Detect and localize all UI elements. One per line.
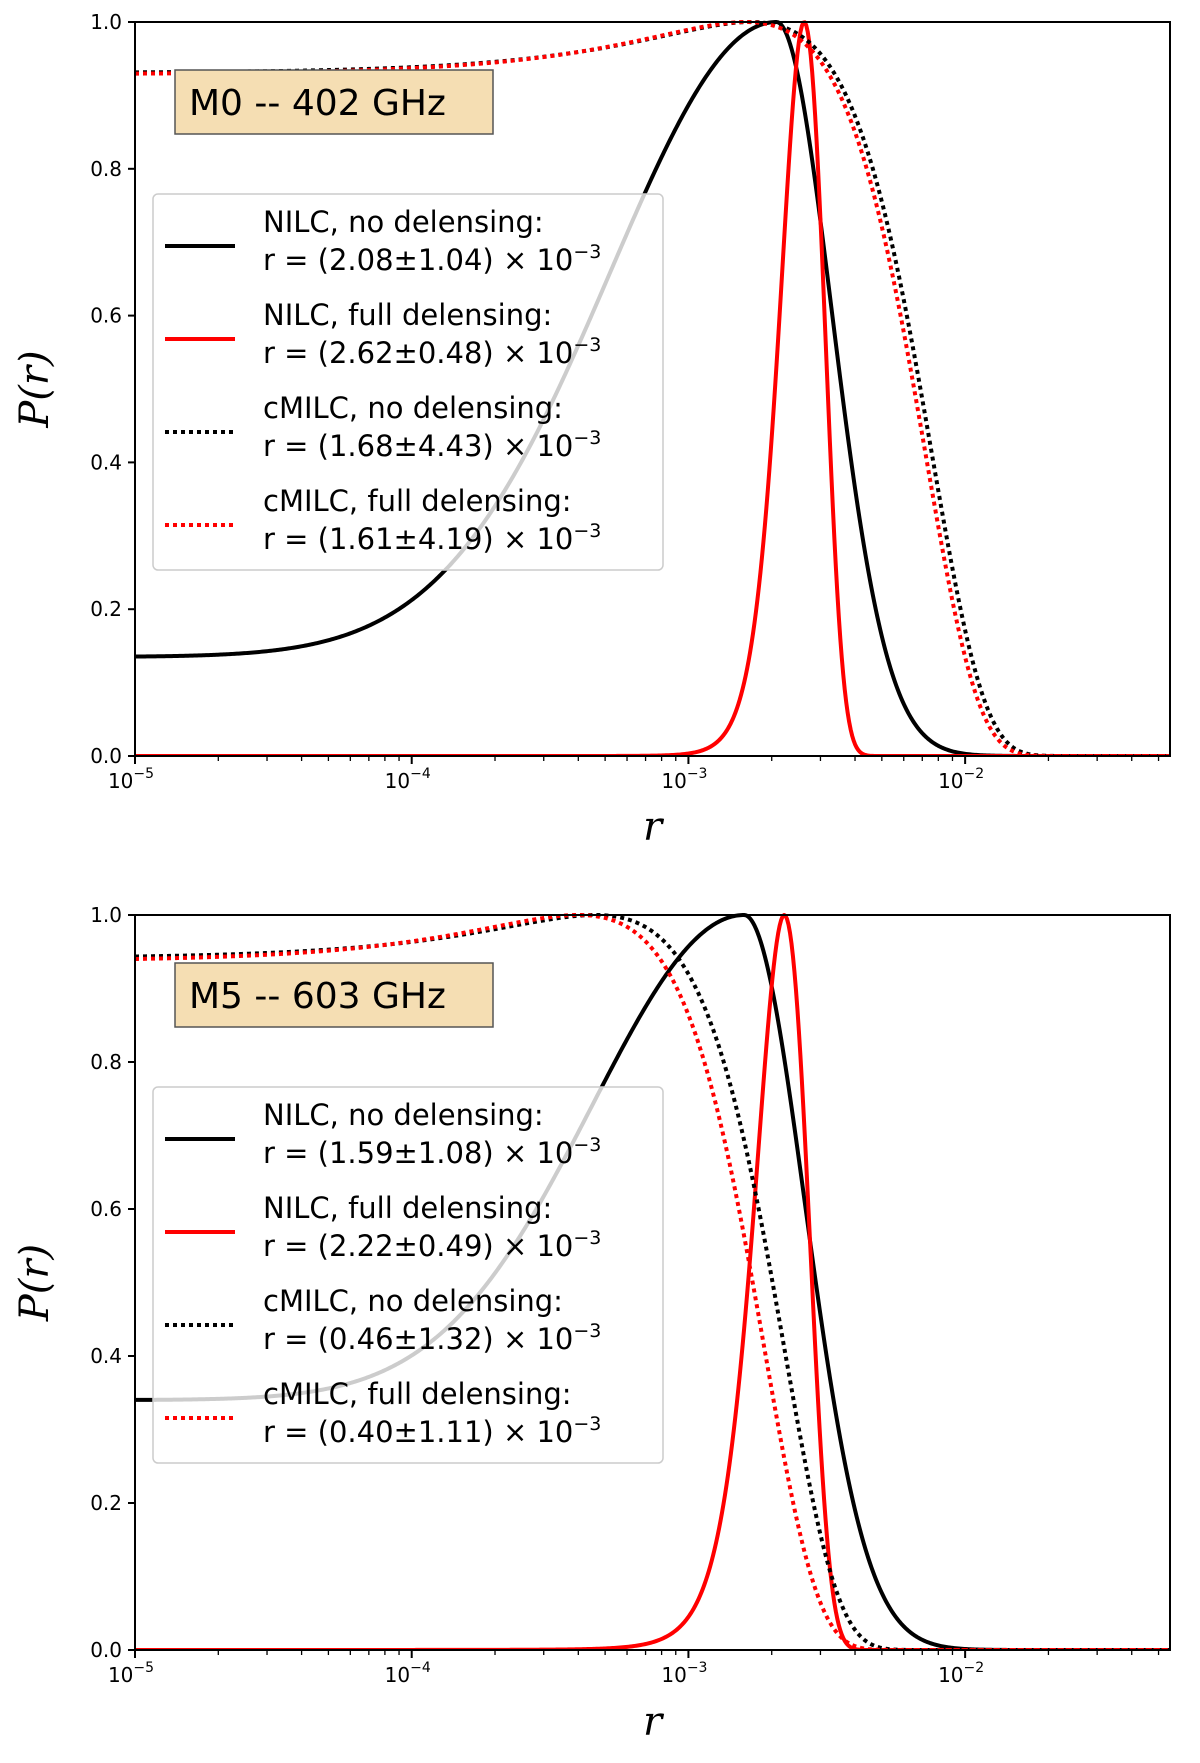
x-tick-label: 10−3 [661, 1660, 707, 1687]
legend-estimate-3: r = (0.46±1.32) × 10−3 [263, 1320, 601, 1356]
x-tick-label: 10−4 [385, 766, 431, 793]
y-tick-label: 0.6 [90, 1197, 122, 1221]
x-axis-label: r [643, 1699, 665, 1745]
y-tick-label: 0.8 [90, 1050, 122, 1074]
legend-estimate-3: r = (1.68±4.43) × 10−3 [263, 427, 601, 463]
chart-panel-1: 0.0 0.2 0.4 0.6 0.8 1.0 10−5 10−4 10−3 10−2 r P(r) M… [12, 10, 1171, 850]
axes-frame [134, 21, 1171, 757]
legend-label-3: cMILC, no delensing: [263, 391, 563, 425]
y-tick-label: 1.0 [90, 903, 122, 927]
x-tick-label: 10−2 [938, 766, 984, 793]
x-axis-label: r [643, 804, 665, 850]
legend-box [152, 193, 664, 571]
y-tick-label: 1.0 [90, 10, 122, 34]
y-tick-label: 0.2 [90, 1491, 122, 1515]
legend-label-2: NILC, full delensing: [263, 1191, 552, 1225]
y-axis-label: P(r) [12, 1244, 58, 1322]
panel-label-box [174, 962, 494, 1028]
legend-box [152, 1086, 664, 1464]
axes-frame [134, 914, 1171, 1651]
legend-label-3: cMILC, no delensing: [263, 1284, 563, 1318]
legend-estimate-2: r = (2.22±0.49) × 10−3 [263, 1227, 601, 1263]
series-line-3 [135, 20, 1170, 756]
x-tick-label: 10−4 [385, 1660, 431, 1687]
y-axis-label: P(r) [12, 350, 58, 428]
legend-label-1: NILC, no delensing: [263, 1098, 544, 1132]
x-tick-label: 10−5 [108, 766, 154, 793]
panel-label-box [174, 69, 494, 135]
x-tick-label: 10−3 [661, 766, 707, 793]
legend-estimate-1: r = (2.08±1.04) × 10−3 [263, 241, 601, 277]
legend-label-4: cMILC, full delensing: [263, 1377, 572, 1411]
x-tick-label: 10−5 [108, 1660, 154, 1687]
y-tick-label: 0.2 [90, 597, 122, 621]
chart-panel-2: 0.0 0.2 0.4 0.6 0.8 1.0 10−5 10−4 10−3 10−2 r P(r) M… [12, 903, 1171, 1745]
panel-label: M0 -- 402 GHz [189, 83, 446, 124]
legend-estimate-4: r = (1.61±4.19) × 10−3 [263, 520, 601, 556]
series-line-4 [135, 913, 1170, 1650]
legend-label-2: NILC, full delensing: [263, 298, 552, 332]
y-tick-label: 0.8 [90, 157, 122, 181]
legend-estimate-2: r = (2.62±0.48) × 10−3 [263, 334, 601, 370]
legend-estimate-1: r = (1.59±1.08) × 10−3 [263, 1134, 601, 1170]
y-tick-label: 0.0 [90, 1638, 122, 1662]
y-tick-label: 0.6 [90, 304, 122, 328]
legend-label-4: cMILC, full delensing: [263, 484, 572, 518]
legend-label-1: NILC, no delensing: [263, 205, 544, 239]
y-tick-label: 0.0 [90, 744, 122, 768]
y-tick-label: 0.4 [90, 1344, 122, 1368]
x-tick-label: 10−2 [938, 1660, 984, 1687]
panel-label: M5 -- 603 GHz [189, 976, 446, 1017]
series-line-3 [135, 913, 1170, 1650]
legend-estimate-4: r = (0.40±1.11) × 10−3 [263, 1413, 601, 1449]
y-tick-label: 0.4 [90, 450, 122, 474]
